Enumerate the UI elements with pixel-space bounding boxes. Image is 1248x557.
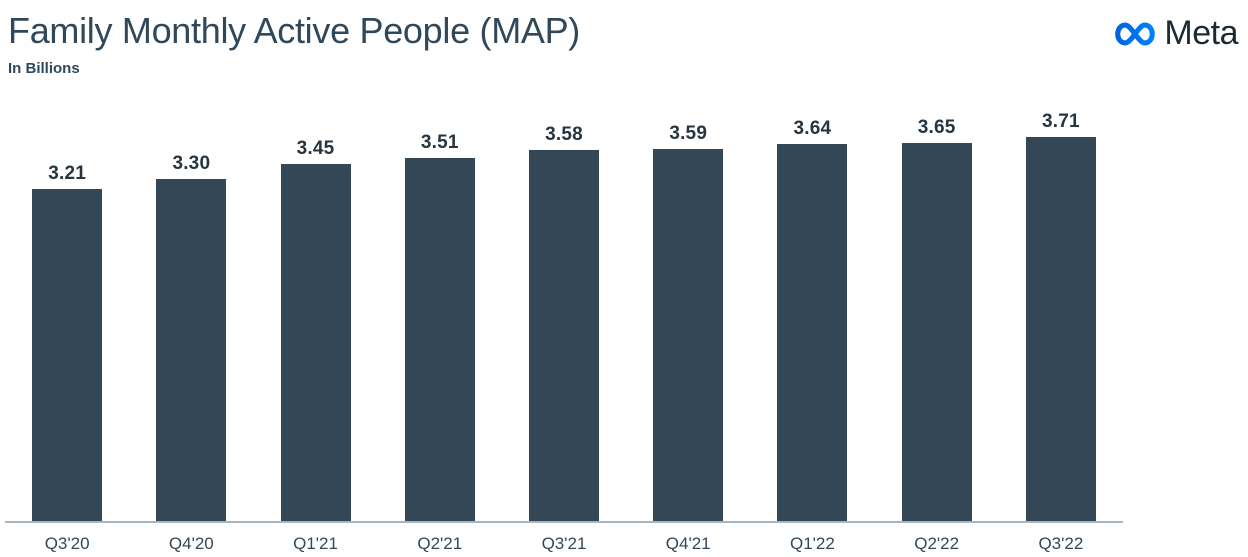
bar	[901, 143, 972, 521]
bar-value-label: 3.45	[296, 138, 335, 159]
meta-wordmark: Meta	[1164, 14, 1238, 52]
category-label: Q4'21	[665, 534, 711, 553]
category-label: Q2'21	[417, 534, 463, 553]
bar	[156, 179, 227, 521]
category-label: Q4'20	[168, 534, 214, 553]
chart-column: 3.71	[999, 107, 1123, 521]
bar-value-label: 3.30	[172, 153, 211, 174]
bar-columns: 3.21 3.30 3.45 3.51 3.58 3.59 3.64 3.65 3.71	[5, 107, 1123, 521]
bar	[404, 158, 475, 521]
x-axis-line	[5, 521, 1123, 523]
category-label: Q1'21	[293, 534, 338, 553]
category-labels: Q3'20 Q4'20 Q1'21 Q2'21 Q3'21 Q4'21 Q1'22 Q2'22…	[5, 523, 1123, 554]
bar-value-label: 3.51	[420, 132, 459, 153]
category-label: Q3'20	[44, 534, 90, 553]
chart-column: 3.21	[5, 107, 129, 521]
chart-column: 3.65	[875, 107, 999, 521]
category-label: Q3'21	[541, 534, 587, 553]
meta-infinity-icon	[1112, 19, 1158, 49]
page-title: Family Monthly Active People (MAP)	[8, 10, 580, 51]
bar	[528, 150, 599, 521]
bar	[653, 149, 724, 521]
category-label: Q3'22	[1038, 534, 1084, 553]
chart-column: 3.30	[129, 107, 253, 521]
bar-value-label: 3.58	[545, 124, 583, 145]
chart-column: 3.59	[626, 107, 750, 521]
chart-column: 3.45	[253, 107, 377, 521]
chart-subtitle: In Billions	[8, 60, 80, 77]
bar	[32, 189, 103, 521]
chart-column: 3.51	[378, 107, 502, 521]
category-label: Q1'22	[790, 534, 835, 553]
bar	[1025, 137, 1096, 521]
bar-value-label: 3.59	[669, 123, 708, 144]
bar-value-label: 3.21	[48, 163, 86, 184]
meta-logo: Meta	[1112, 14, 1238, 53]
bar	[280, 164, 351, 521]
chart-header: Family Monthly Active People (MAP) In Bi…	[8, 10, 580, 77]
bar-value-label: 3.71	[1041, 111, 1080, 132]
chart-column: 3.58	[502, 107, 626, 521]
bar-value-label: 3.64	[793, 118, 832, 139]
chart-column: 3.64	[750, 107, 874, 521]
bar-value-label: 3.65	[917, 117, 956, 138]
bar	[777, 144, 848, 521]
bar-chart: 3.21 3.30 3.45 3.51 3.58 3.59 3.64 3.65 3.71 Q3'…	[5, 107, 1123, 554]
category-label: Q2'22	[914, 534, 960, 553]
